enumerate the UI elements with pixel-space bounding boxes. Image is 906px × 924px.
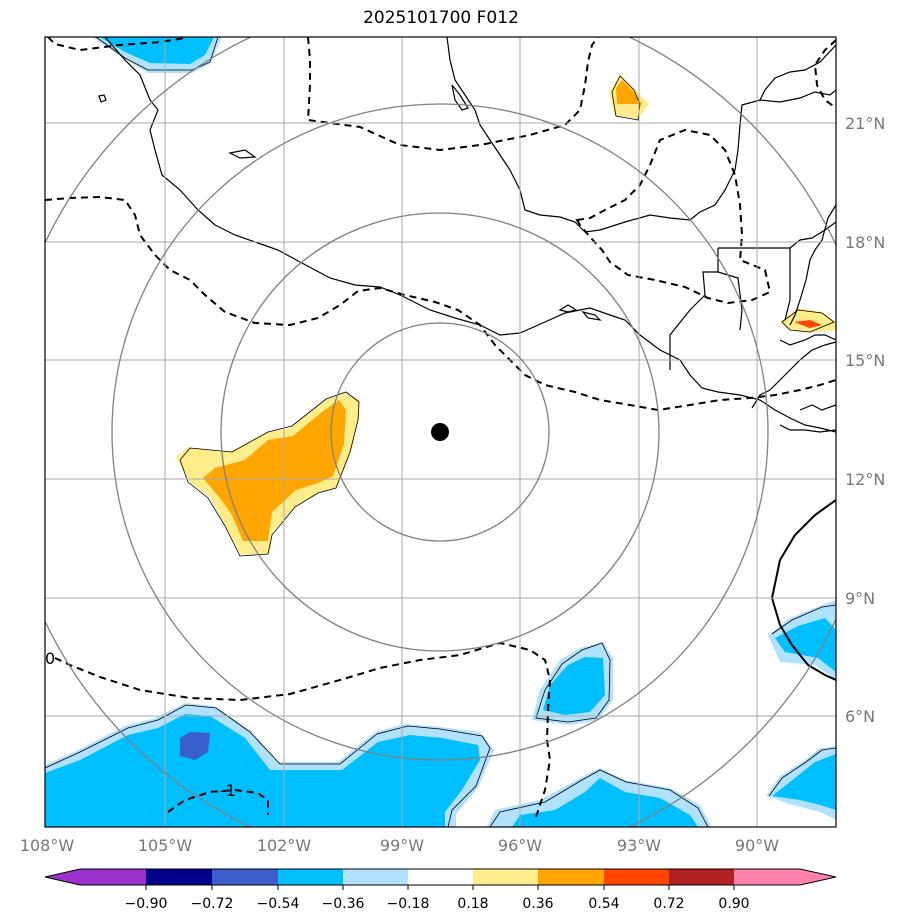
dashed-contour	[575, 128, 772, 305]
map-plot-area: 0 -1	[45, 37, 836, 827]
colorbar-label: 0.18	[457, 896, 488, 912]
colorbar-label: 0.72	[653, 896, 684, 912]
coastline-layer	[98, 37, 836, 681]
field-outline	[45, 704, 491, 827]
dashed-contour	[45, 195, 836, 412]
field-positive-medium	[203, 400, 346, 541]
colorbar-label: −0.36	[322, 896, 365, 912]
island-small	[228, 149, 257, 159]
shaded-field-layer	[45, 37, 836, 827]
colorbar-bin	[408, 869, 473, 885]
range-ring	[111, 103, 769, 761]
dashed-contour	[813, 39, 836, 109]
colorbar-bin	[734, 869, 800, 885]
island-small	[581, 310, 602, 321]
colorbar-outline	[44, 868, 837, 886]
island-small	[98, 94, 107, 103]
field-outline	[781, 309, 835, 333]
colorbar-bin	[538, 869, 604, 885]
field-outline-layer	[45, 37, 836, 827]
colorbar-bin	[343, 869, 408, 885]
plot-frame	[44, 36, 837, 828]
lon-label: 90°W	[735, 836, 779, 855]
lon-label: 105°W	[138, 836, 193, 855]
coastline-gulf	[446, 37, 836, 233]
field-positive-medium	[616, 80, 642, 104]
colorbar: −0.90 −0.72 −0.54 −0.36 −0.18 0.18 0.36 …	[44, 868, 837, 912]
coastline-honduras	[751, 334, 836, 409]
lon-label: 99°W	[380, 836, 424, 855]
coastline-belize	[789, 221, 836, 249]
colorbar-bin	[80, 869, 146, 885]
longitude-labels: 108°W 105°W 102°W 99°W 96°W 93°W 90°W	[20, 836, 779, 855]
colorbar-bin	[212, 869, 278, 885]
field-negative-medium	[45, 714, 480, 827]
coastline-nicaragua	[779, 404, 836, 433]
field-outline	[535, 642, 611, 723]
dashed-contour	[47, 37, 186, 52]
colorbar-extend-high	[800, 869, 836, 885]
field-negative-medium	[775, 618, 836, 672]
field-outline	[179, 391, 360, 557]
coastline-yucatan-east	[789, 204, 836, 326]
lon-label: 96°W	[498, 836, 542, 855]
lon-label: 102°W	[257, 836, 312, 855]
graticule	[45, 37, 836, 827]
field-negative-medium	[543, 657, 605, 715]
range-rings	[45, 37, 836, 827]
range-ring	[220, 212, 660, 652]
field-negative-medium	[512, 778, 698, 827]
map-title: 2025101700 F012	[363, 8, 519, 28]
dashed-contour	[167, 788, 269, 815]
colorbar-label: 0.90	[718, 896, 749, 912]
dashed-contour	[54, 641, 552, 821]
colorbar-extend-low	[45, 869, 80, 885]
colorbar-label: −0.18	[387, 896, 430, 912]
colorbar-label: −0.72	[191, 896, 234, 912]
field-outline	[768, 747, 836, 797]
field-outline	[489, 769, 709, 827]
field-negative-medium	[772, 754, 836, 810]
field-positive-strong	[794, 320, 822, 328]
colorbar-label: −0.54	[257, 896, 300, 912]
colorbar-bin	[473, 869, 538, 885]
storm-center-marker	[431, 423, 449, 441]
latitude-labels: 6°N 9°N 12°N 15°N 18°N 21°N	[845, 114, 885, 726]
lat-label: 6°N	[845, 707, 875, 726]
field-outline	[611, 75, 641, 121]
colorbar-labels: −0.90 −0.72 −0.54 −0.36 −0.18 0.18 0.36 …	[125, 896, 750, 912]
field-negative-strong	[180, 732, 210, 760]
colorbar-label: −0.90	[125, 896, 168, 912]
contour-label-minus-one: -1	[220, 781, 236, 800]
coastline-colombia	[770, 499, 836, 681]
island-small	[558, 304, 578, 313]
lat-label: 9°N	[845, 589, 875, 608]
lat-label: 15°N	[845, 351, 885, 370]
lon-label: 93°W	[617, 836, 661, 855]
island-small	[451, 84, 469, 111]
colorbar-bin	[146, 869, 212, 885]
lat-label: 18°N	[845, 233, 885, 252]
coastline-mexico-pacific	[104, 37, 836, 433]
colorbar-label: 0.36	[522, 896, 553, 912]
dashed-contour-layer	[45, 37, 836, 821]
colorbar-label: 0.54	[588, 896, 619, 912]
colorbar-bin	[278, 869, 343, 885]
colorbar-bin	[604, 869, 669, 885]
border-guatemala	[669, 247, 791, 370]
lon-label: 108°W	[20, 836, 75, 855]
colorbar-bin	[669, 869, 734, 885]
dashed-contour	[306, 37, 599, 152]
contour-label-zero: 0	[45, 649, 55, 668]
lat-label: 12°N	[845, 470, 885, 489]
range-ring	[330, 322, 550, 542]
lat-label: 21°N	[845, 114, 885, 133]
coastline-peninsula	[759, 44, 836, 101]
colorbar-ticks	[145, 885, 735, 890]
